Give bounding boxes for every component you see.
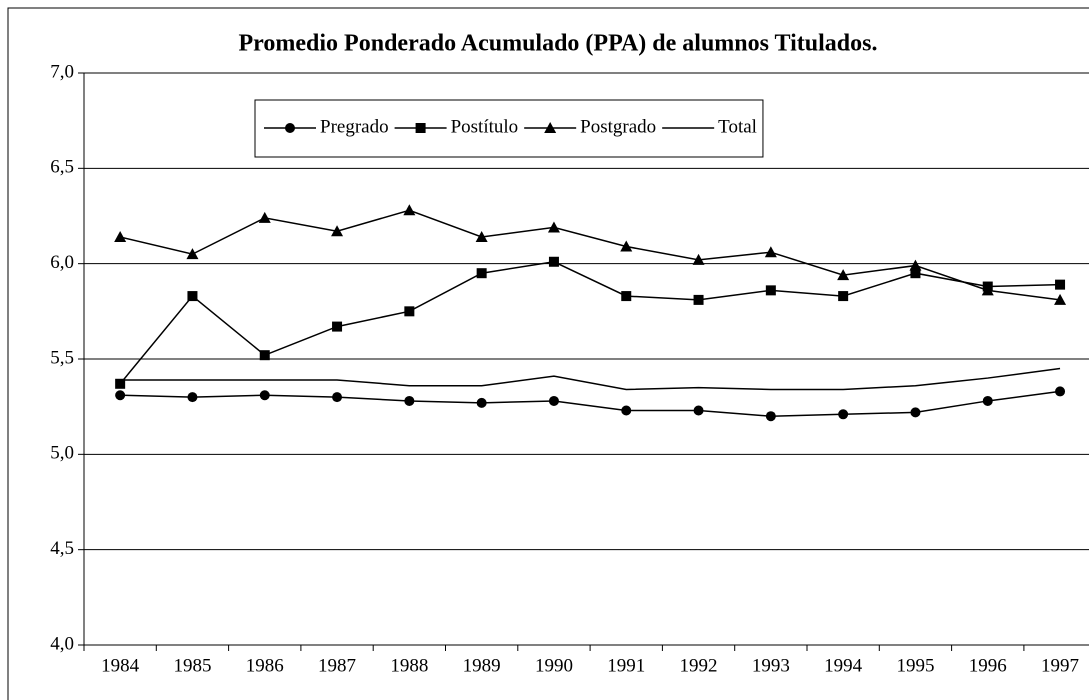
legend: Pregrado Postítulo Postgrado Total [254,99,764,158]
marker [404,395,415,406]
y-tick-label: 5,5 [50,347,74,368]
marker [415,123,426,133]
y-tick-label: 5,0 [50,443,74,464]
x-tick-label: 1984 [101,655,140,676]
marker [544,122,557,133]
marker [187,291,198,302]
x-tick-label: 1988 [390,655,428,676]
marker [114,230,127,242]
y-tick-label: 4,0 [50,633,74,654]
marker [285,123,295,133]
marker [1055,279,1066,290]
marker [982,395,993,406]
marker [403,204,416,216]
x-tick-label: 1985 [173,655,211,676]
x-tick-label: 1994 [824,655,863,676]
marker [476,268,487,279]
marker [404,306,415,317]
y-tick-label: 4,5 [50,538,74,559]
marker [548,256,559,267]
series-line [120,367,1061,391]
marker [764,246,777,258]
marker [621,405,632,416]
marker [547,221,560,233]
y-tick-label: 7,0 [50,61,74,82]
marker [187,392,198,403]
marker [910,268,921,279]
marker [476,397,487,408]
marker [258,211,271,223]
marker [332,321,343,332]
marker [186,248,199,260]
x-tick-label: 1990 [535,655,573,676]
legend-label: Postítulo [451,116,519,137]
marker [692,253,705,265]
marker [765,411,776,422]
marker [909,259,922,271]
chart-title: Promedio Ponderado Acumulado (PPA) de al… [239,31,878,57]
marker [981,284,994,296]
series-line [119,209,1061,301]
marker [1055,386,1066,397]
marker [331,225,344,237]
series-line [120,390,1061,417]
marker [620,240,633,252]
x-tick-label: 1986 [246,655,284,676]
marker [838,409,849,420]
marker [1054,293,1067,305]
marker [115,390,126,401]
marker [548,395,559,406]
x-tick-label: 1991 [607,655,645,676]
marker [475,230,488,242]
y-tick-label: 6,5 [50,157,74,178]
legend-label: Pregrado [320,116,389,137]
x-tick-label: 1989 [463,655,501,676]
marker [115,378,126,389]
marker [259,350,270,361]
series-line [119,260,1061,385]
x-tick-label: 1995 [896,655,934,676]
marker [837,269,850,281]
x-tick-label: 1992 [680,655,718,676]
marker [693,405,704,416]
marker [765,285,776,296]
marker [693,294,704,305]
legend-label: Postgrado [580,116,656,137]
x-tick-label: 1993 [752,655,790,676]
y-tick-label: 6,0 [50,252,74,273]
x-tick-label: 1996 [969,655,1007,676]
marker [910,407,921,418]
marker [332,392,343,403]
marker [621,291,632,302]
x-tick-label: 1997 [1041,655,1079,676]
x-tick-label: 1987 [318,655,356,676]
legend-label: Total [718,116,757,137]
marker [259,390,270,401]
chart-border [7,7,1089,700]
marker [838,291,849,302]
